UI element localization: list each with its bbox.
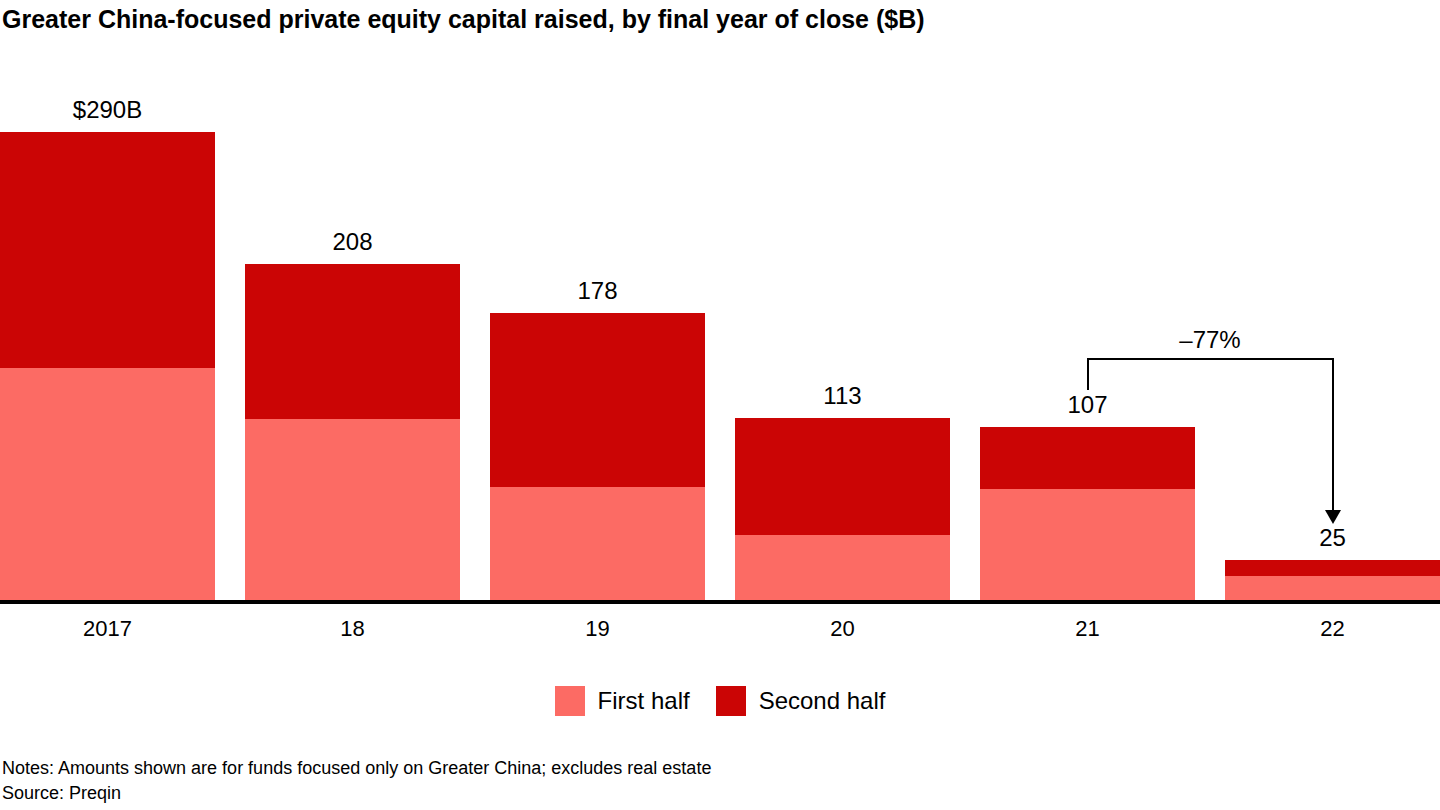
- bar-group-19: [490, 313, 705, 600]
- annotation-left-stub: [1087, 358, 1089, 390]
- bar-segment-second-half: [0, 132, 215, 368]
- legend-swatch-second-half: [716, 686, 746, 716]
- notes-line: Notes: Amounts shown are for funds focus…: [2, 756, 711, 781]
- legend-item-second-half: Second half: [716, 686, 886, 716]
- source-line: Source: Preqin: [2, 781, 711, 806]
- annotation-horizontal-line: [1088, 358, 1333, 360]
- bar-group-22: [1225, 560, 1440, 600]
- legend-label-second-half: Second half: [759, 687, 886, 715]
- bar-value-label: 25: [1225, 524, 1440, 552]
- annotation-label: –77%: [1130, 326, 1290, 354]
- bar-segment-second-half: [245, 264, 460, 419]
- legend: First half Second half: [0, 686, 1440, 716]
- bar-value-label: 208: [245, 228, 460, 256]
- annotation-arrow-line: [1332, 358, 1334, 510]
- bar-segment-second-half: [980, 427, 1195, 488]
- bar-group-21: [980, 427, 1195, 600]
- annotation-arrowhead-icon: [1325, 510, 1341, 524]
- x-axis-tick-label: 22: [1225, 616, 1440, 642]
- bar-segment-second-half: [735, 418, 950, 536]
- bar-segment-first-half: [490, 487, 705, 600]
- bar-value-label: $290B: [0, 96, 215, 124]
- x-axis-tick-label: 19: [490, 616, 705, 642]
- bar-segment-second-half: [490, 313, 705, 487]
- bar-group-20: [735, 418, 950, 600]
- legend-label-first-half: First half: [598, 687, 690, 715]
- x-axis-tick-label: 2017: [0, 616, 215, 642]
- bar-value-label: 113: [735, 382, 950, 410]
- bar-value-label: 178: [490, 277, 705, 305]
- bar-segment-first-half: [245, 419, 460, 600]
- bar-segment-first-half: [980, 489, 1195, 600]
- legend-item-first-half: First half: [555, 686, 690, 716]
- legend-swatch-first-half: [555, 686, 585, 716]
- chart-page: Greater China-focused private equity cap…: [0, 0, 1440, 810]
- chart-footer: Notes: Amounts shown are for funds focus…: [2, 756, 711, 806]
- bar-segment-first-half: [735, 535, 950, 600]
- x-axis-line: [0, 600, 1440, 604]
- bar-group-2017: [0, 132, 215, 600]
- bar-segment-first-half: [1225, 576, 1440, 600]
- bar-segment-second-half: [1225, 560, 1440, 576]
- bar-value-label: 107: [980, 391, 1195, 419]
- x-axis-tick-label: 21: [980, 616, 1195, 642]
- bar-group-18: [245, 264, 460, 600]
- x-axis-tick-label: 20: [735, 616, 950, 642]
- bar-segment-first-half: [0, 368, 215, 600]
- x-axis-tick-label: 18: [245, 616, 460, 642]
